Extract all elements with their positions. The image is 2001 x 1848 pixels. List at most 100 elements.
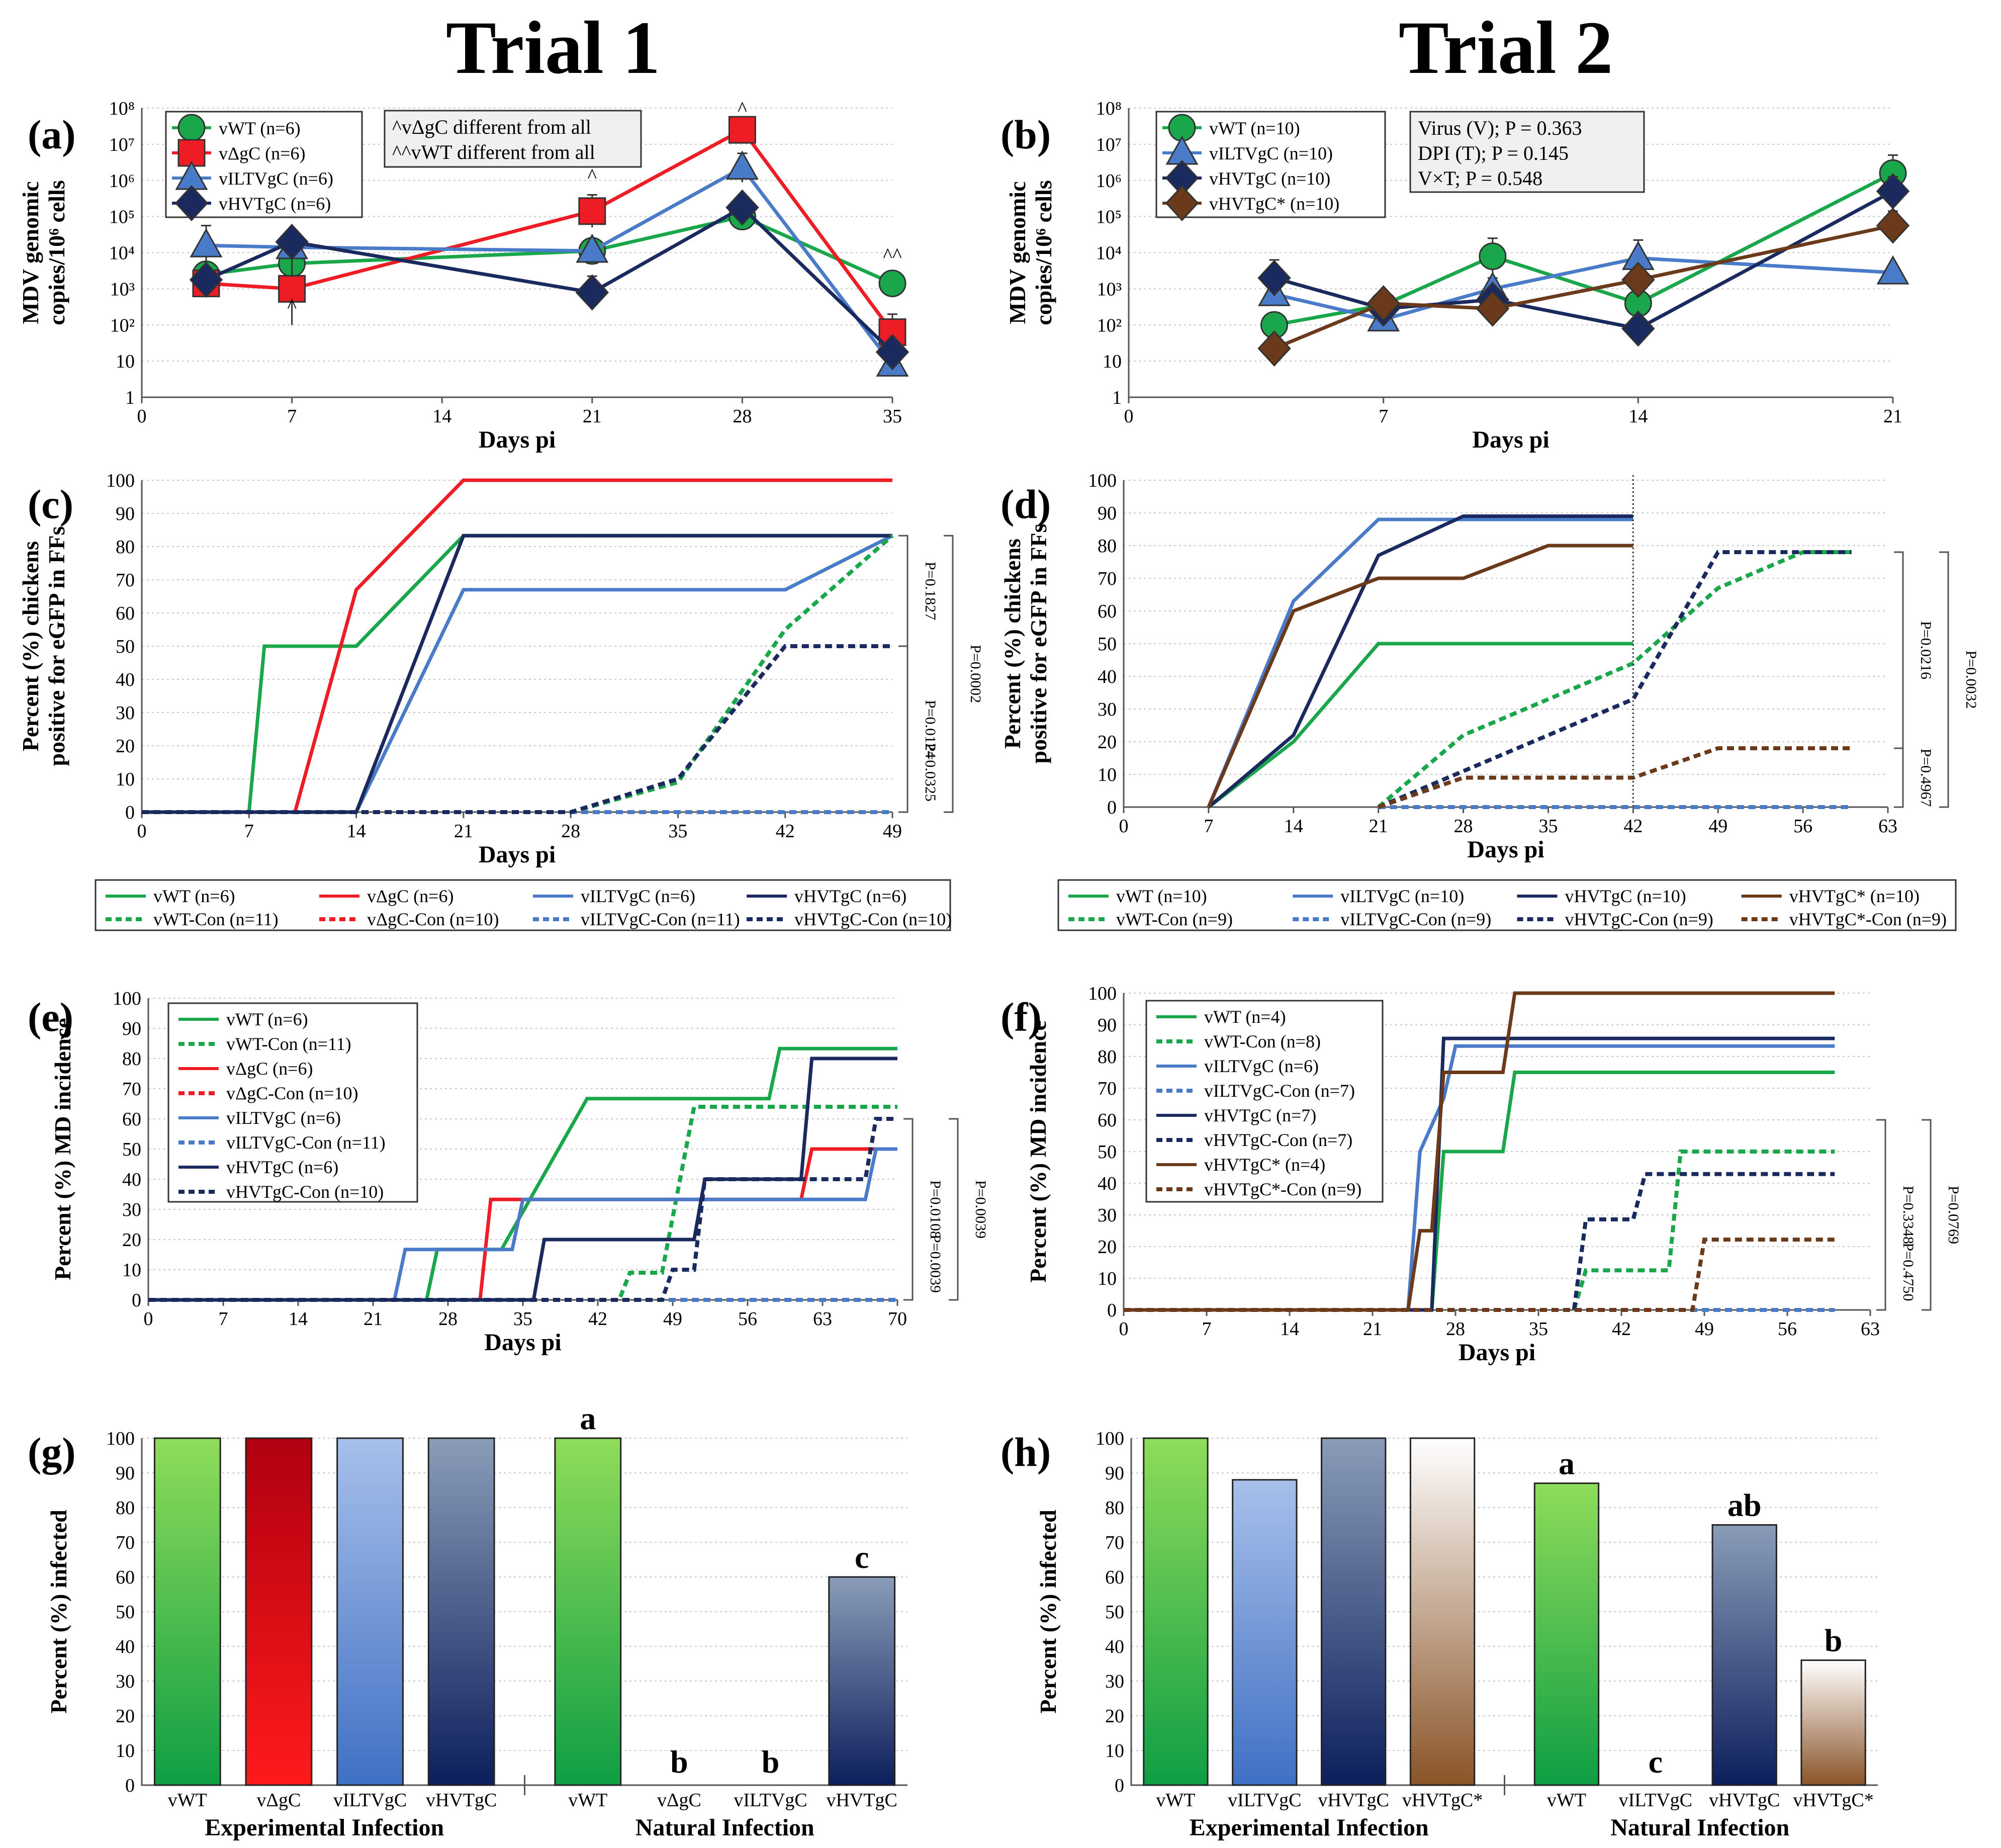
y-tick-label: 100 xyxy=(106,470,135,491)
data-point xyxy=(576,233,609,263)
note-text: V×T; P = 0.548 xyxy=(1418,167,1542,190)
series-line xyxy=(1124,1238,1835,1312)
y-tick-label: 90 xyxy=(1098,503,1117,524)
y-tick-label: 100 xyxy=(1096,1428,1124,1449)
x-tick-label: vWT xyxy=(168,1790,207,1811)
trial-1-title: Trial 1 xyxy=(446,6,660,90)
legend-label: vΔgC-Con (n=10) xyxy=(226,1083,358,1103)
series-line xyxy=(148,1046,897,1302)
y-tick-label: 100 xyxy=(113,988,141,1009)
y-tick-label: 10⁶ xyxy=(1096,170,1122,192)
x-tick-label: 35 xyxy=(668,821,687,842)
y-tick-label: 10⁷ xyxy=(1096,134,1122,155)
y-tick-label: 100 xyxy=(106,1428,135,1449)
legend-label: vHVTgC (n=10) xyxy=(1209,168,1330,189)
legend-marker xyxy=(177,114,206,142)
legend-label: vWT-Con (n=11) xyxy=(153,909,279,929)
x-tick-label: 21 xyxy=(1363,1318,1382,1340)
x-tick-label: 14 xyxy=(347,821,366,842)
series-line xyxy=(1207,517,1633,808)
y-axis-label: Percent (%) MD incidence xyxy=(1025,1020,1051,1283)
x-tick-label: 56 xyxy=(1778,1318,1797,1340)
y-tick-label: 100 xyxy=(1088,983,1117,1004)
bar xyxy=(1711,1524,1777,1786)
y-axis-label: MDV genomic xyxy=(1005,181,1030,324)
p-value: P=0.4750 xyxy=(1900,1243,1917,1301)
legend-label: vHVTgC*-Con (n=9) xyxy=(1789,909,1947,929)
y-tick-label: 1 xyxy=(125,387,135,408)
panel-label: (c) xyxy=(28,481,73,527)
p-bracket xyxy=(949,1118,959,1301)
x-axis-label: Days pi xyxy=(479,841,556,868)
p-bracket xyxy=(903,1118,914,1301)
y-tick-label: 20 xyxy=(116,736,135,757)
x-axis-label: Days pi xyxy=(479,426,556,453)
y-axis-label: copies/10⁶ cells xyxy=(44,180,69,325)
y-tick-label: 20 xyxy=(1105,1706,1124,1727)
y-tick-label: 60 xyxy=(1105,1567,1124,1588)
y-tick-label: 30 xyxy=(122,1199,141,1220)
y-tick-label: 40 xyxy=(116,669,135,690)
y-tick-label: 30 xyxy=(1098,699,1117,720)
x-tick-label: 63 xyxy=(1861,1318,1880,1340)
group-label: Experimental Infection xyxy=(1190,1814,1429,1841)
p-value: P=0.4967 xyxy=(1918,748,1934,807)
x-tick-label: 35 xyxy=(513,1308,532,1330)
x-tick-label: 21 xyxy=(583,406,602,427)
data-point xyxy=(275,223,309,260)
x-tick-label: vHVTgC* xyxy=(1793,1790,1873,1811)
legend-label: vILTVgC-Con (n=11) xyxy=(581,909,740,929)
x-tick-label: 42 xyxy=(1612,1318,1631,1340)
x-axis-label: Days pi xyxy=(1459,1339,1535,1366)
data-point xyxy=(1367,285,1400,322)
legend-label: vILTVgC-Con (n=11) xyxy=(226,1132,386,1153)
panel-label: (d) xyxy=(1000,481,1051,527)
y-axis-label: MDV genomic xyxy=(18,181,43,324)
significance-letter: a xyxy=(580,1400,596,1436)
bar xyxy=(1800,1659,1866,1786)
y-tick-label: 40 xyxy=(1098,1173,1117,1194)
bar xyxy=(245,1437,313,1786)
y-tick-label: 80 xyxy=(116,537,135,558)
x-tick-label: 28 xyxy=(1446,1318,1465,1340)
data-point xyxy=(278,275,306,303)
legend-label: vILTVgC (n=10) xyxy=(1209,143,1333,163)
trial-2-title: Trial 2 xyxy=(1399,6,1613,90)
legend-box xyxy=(1145,1000,1384,1203)
x-tick-label: 7 xyxy=(1202,1318,1212,1340)
series-line xyxy=(1124,991,1835,1312)
annotation: ^ xyxy=(738,97,747,120)
x-tick-label: vΔgC xyxy=(257,1790,301,1811)
p-bracket xyxy=(898,535,908,647)
legend-marker xyxy=(174,185,209,222)
y-tick-label: 10 xyxy=(116,1740,135,1762)
y-tick-label: 60 xyxy=(122,1109,141,1130)
legend-label: vILTVgC (n=6) xyxy=(581,886,695,906)
y-axis-label: copies/10⁶ cells xyxy=(1031,180,1056,325)
x-tick-label: 14 xyxy=(289,1308,308,1330)
y-axis-label: Percent (%) chickens xyxy=(18,541,43,751)
x-tick-label: 56 xyxy=(738,1308,757,1330)
y-tick-label: 70 xyxy=(1098,568,1117,589)
p-bracket xyxy=(1894,551,1904,749)
data-point xyxy=(1257,330,1291,367)
x-tick-label: 21 xyxy=(1883,406,1902,427)
x-axis-label: Days pi xyxy=(1467,836,1544,863)
significance-letter: c xyxy=(855,1539,869,1575)
y-tick-label: 90 xyxy=(122,1018,141,1039)
series-line xyxy=(1377,550,1852,809)
legend-label: vWT-Con (n=11) xyxy=(226,1034,351,1054)
legend-label: vWT (n=10) xyxy=(1209,118,1300,138)
legend-label: vWT (n=6) xyxy=(219,118,301,138)
p-bracket xyxy=(898,645,908,813)
data-point xyxy=(189,261,223,298)
legend-label: vHVTgC-Con (n=10) xyxy=(226,1182,384,1202)
y-tick-label: 60 xyxy=(1098,1110,1117,1131)
y-tick-label: 30 xyxy=(1098,1205,1117,1226)
y-tick-label: 10 xyxy=(1098,764,1117,785)
note-box xyxy=(1409,111,1645,193)
y-tick-label: 90 xyxy=(1098,1015,1117,1036)
panel-label: (e) xyxy=(28,994,73,1040)
y-tick-label: 40 xyxy=(1098,666,1117,687)
